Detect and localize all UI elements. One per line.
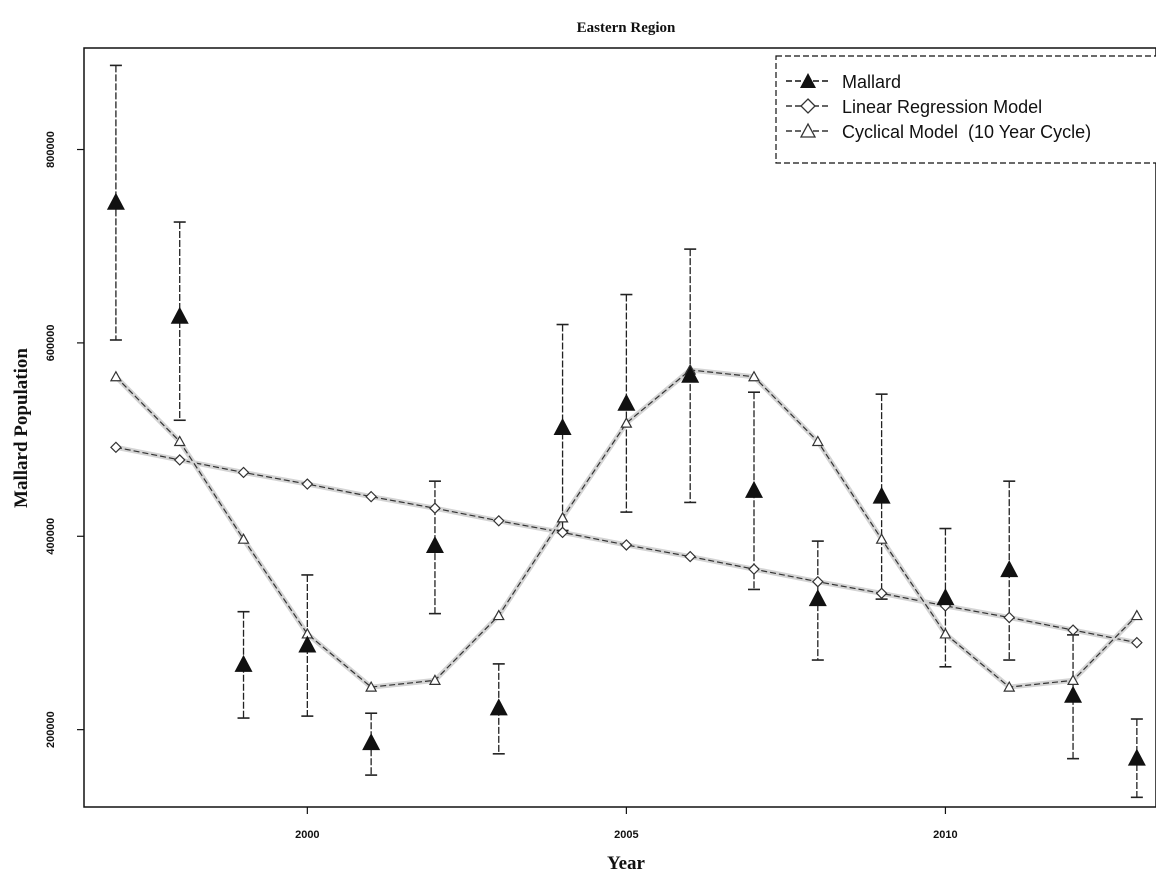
mallard-point — [936, 588, 955, 606]
linear-regression-point — [301, 478, 314, 490]
mallard-point — [425, 535, 444, 553]
cyclical-model-point — [109, 370, 122, 382]
linear-regression-point — [620, 539, 633, 551]
mallard-point — [681, 365, 700, 383]
cyclical-model-point — [747, 370, 761, 382]
cyclical-model-point — [1067, 674, 1080, 685]
y-tick-label: 200000 — [45, 711, 57, 748]
linear-regression-point — [811, 575, 824, 588]
linear-regression-point — [1131, 636, 1143, 649]
linear-regression-point — [748, 563, 760, 575]
linear-regression-point — [237, 466, 250, 479]
mallard-point — [1127, 748, 1146, 766]
cyclical-model-line — [115, 369, 1138, 688]
x-tick-label: 2010 — [933, 829, 957, 841]
linear-regression-point — [1067, 624, 1079, 636]
y-tick-label: 600000 — [45, 325, 57, 362]
linear-regression-point — [684, 550, 697, 563]
linear-regression-point — [492, 514, 505, 527]
mallard-point — [553, 417, 572, 435]
x-tick-label: 2000 — [295, 829, 319, 841]
legend-marker-linear — [800, 98, 816, 114]
mallard-point — [362, 733, 381, 751]
mallard-point — [1000, 560, 1019, 578]
legend-label-mallard: Mallard — [842, 72, 901, 92]
mallard-point — [106, 192, 125, 210]
cyclical-model-point — [556, 511, 569, 523]
x-axis-label: Year — [607, 853, 646, 874]
cyclical-model-point — [939, 627, 952, 639]
legend-marker-mallard — [800, 73, 816, 88]
markers — [106, 192, 1146, 766]
legend-marker-cyclical — [799, 122, 817, 138]
mallard-point — [170, 306, 189, 324]
linear-regression-point — [173, 454, 186, 466]
linear-regression-point — [365, 490, 377, 503]
mallard-point — [1064, 685, 1083, 703]
x-tick-label: 2005 — [614, 829, 638, 841]
mallard-point — [808, 589, 827, 607]
y-tick-label: 400000 — [45, 518, 57, 555]
cyclical-model-point — [1003, 680, 1016, 692]
legend-label-cyclical: Cyclical Model (10 Year Cycle) — [842, 122, 1091, 142]
cyclical-model-point — [620, 416, 633, 428]
error-bars — [109, 64, 1143, 799]
linear-regression-point — [556, 526, 569, 539]
cyclical-model-point — [811, 435, 824, 447]
mallard-point — [234, 654, 253, 672]
cyclical-model-point — [875, 532, 888, 544]
legend-box — [775, 55, 1156, 164]
axes: 2000 2005 2010 200000 400000 600000 800000 — [45, 131, 958, 841]
mallard-point — [489, 698, 508, 716]
y-axis-label: Mallard Population — [11, 348, 32, 508]
y-tick-label: 800000 — [45, 131, 57, 168]
mallard-point — [745, 480, 763, 498]
plot-frame — [83, 47, 1156, 808]
mallard-point — [298, 635, 317, 653]
cyclical-model-point — [173, 435, 186, 447]
linear-regression-point — [110, 441, 122, 454]
cyclical-model-point — [237, 532, 250, 544]
linear-regression-point — [1003, 611, 1016, 624]
cyclical-model-point — [365, 680, 378, 692]
legend-label-linear: Linear Regression Model — [842, 97, 1042, 117]
legend: Mallard Linear Regression Model Cyclical… — [775, 55, 1156, 164]
linear-regression-line — [115, 446, 1137, 644]
chart-title: Eastern Region — [577, 20, 676, 36]
linear-regression-point — [875, 587, 888, 600]
cyclical-model-point — [1130, 609, 1143, 621]
linear-regression-point — [429, 502, 441, 515]
mallard-point — [617, 393, 636, 411]
cyclical-model-point — [492, 609, 505, 621]
cyclical-model-point — [428, 674, 441, 685]
mallard-point — [872, 486, 891, 504]
